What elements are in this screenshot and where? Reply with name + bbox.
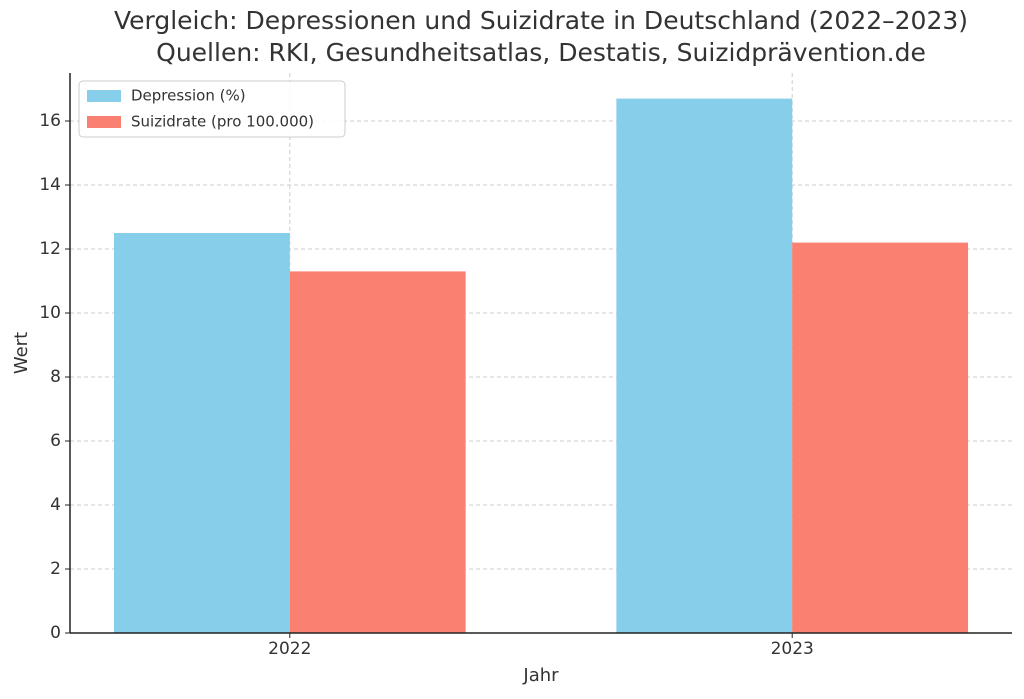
y-tick-label: 6: [50, 431, 61, 451]
legend: Depression (%) Suizidrate (pro 100.000): [78, 80, 346, 138]
chart-title: Vergleich: Depressionen und Suizidrate i…: [114, 6, 968, 35]
chart-subtitle: Quellen: RKI, Gesundheitsatlas, Destatis…: [156, 38, 926, 67]
legend-label: Depression (%): [131, 87, 246, 105]
y-tick-label: 8: [50, 367, 61, 387]
bar: [113, 233, 290, 633]
y-tick-label: 12: [39, 239, 61, 259]
legend-box: [78, 80, 346, 138]
bar: [289, 271, 466, 633]
y-tick-label: 14: [39, 175, 61, 195]
x-axis-label: Jahr: [522, 665, 559, 686]
legend-label: Suizidrate (pro 100.000): [131, 113, 314, 131]
bars: [113, 98, 969, 634]
y-tick-label: 0: [50, 623, 61, 643]
legend-swatch: [87, 90, 121, 102]
y-tick-label: 4: [50, 495, 61, 515]
x-tick-label: 2022: [268, 639, 311, 659]
bar: [616, 98, 793, 634]
axes: 0 2 4 6 8 10 12 14 16 2022 2023: [39, 73, 1012, 659]
y-axis-label: Wert: [11, 332, 32, 374]
legend-swatch: [87, 116, 121, 128]
y-tick-label: 2: [50, 559, 61, 579]
x-tick-label: 2023: [771, 639, 814, 659]
bar: [792, 242, 969, 633]
y-tick-label: 10: [39, 303, 61, 323]
y-tick-label: 16: [39, 111, 61, 131]
